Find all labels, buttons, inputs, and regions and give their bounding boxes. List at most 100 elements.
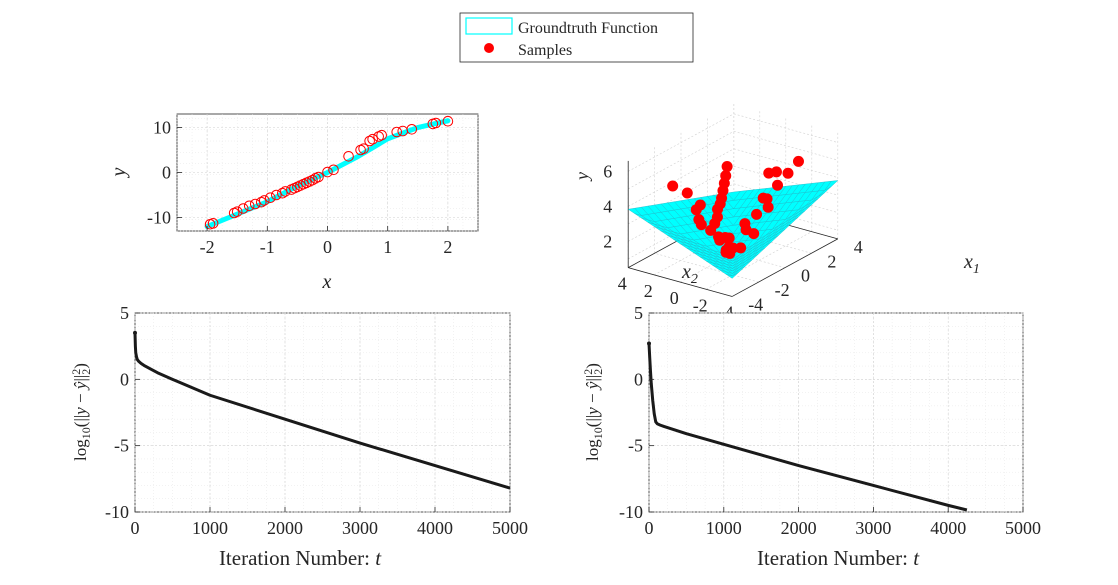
legend-label-groundtruth: Groundtruth Function bbox=[518, 20, 658, 37]
fit-2d-x1tick-label: 0 bbox=[801, 266, 810, 286]
fit-2d-xlabel: x1 bbox=[963, 251, 980, 277]
fit-1d-sample-point bbox=[277, 187, 288, 199]
fit-1d-ylabel: y bbox=[108, 167, 130, 178]
loss-right-ytick-label: -5 bbox=[628, 436, 643, 456]
fit-1d-xlabel: x bbox=[322, 271, 332, 293]
fit-2d-surface bbox=[627, 180, 839, 279]
loss-left-xlabel: Iteration Number: t bbox=[219, 546, 382, 570]
fit-1d-sample-point bbox=[255, 196, 267, 208]
loss-left-xtick-label: 5000 bbox=[492, 518, 528, 538]
fit-2d-sample-point bbox=[735, 242, 747, 254]
loss-left-xlabel-var: t bbox=[375, 546, 382, 570]
fit-2d-grid-z-wall2 bbox=[628, 131, 734, 190]
loss-left-ytick-label: 5 bbox=[120, 303, 129, 323]
fit-2d-x1tick-label: -2 bbox=[775, 280, 790, 300]
loss-right-ytick-label: 5 bbox=[634, 303, 643, 323]
fit-2d-x1tick-label: -4 bbox=[748, 294, 763, 314]
fit-2d-sample-point bbox=[751, 208, 763, 220]
loss-right-ticks: 0 1000 2000 3000 4000 5000 -10 -5 0 5 bbox=[619, 303, 1041, 538]
loss-left-ticks: 0 1000 2000 3000 4000 5000 -10 -5 0 5 bbox=[105, 303, 528, 538]
fit-2d-x2tick-label: 2 bbox=[644, 281, 653, 301]
fit-2d-grid-floor-x2 bbox=[706, 231, 812, 290]
fit-1d-ytick-label: 0 bbox=[162, 163, 171, 183]
fit-2d-sample-point bbox=[782, 167, 794, 179]
fit-1d-sample-point bbox=[328, 164, 339, 176]
fit-2d-sample-point bbox=[727, 242, 739, 254]
fit-1d-sample-point bbox=[430, 117, 442, 129]
loss-right-xlabel-text: Iteration Number: bbox=[757, 546, 908, 570]
loss-right-xtick-label: 5000 bbox=[1005, 518, 1041, 538]
fit-1d-grid bbox=[176, 113, 479, 232]
fit-1d-sample-point bbox=[258, 195, 270, 206]
fit-2d-sample-point bbox=[667, 180, 679, 192]
loss-right-xtick-label: 2000 bbox=[781, 518, 817, 538]
loss-right-ytick-label: 0 bbox=[634, 369, 643, 389]
loss-left-ytick-label: -5 bbox=[114, 436, 129, 456]
fit-2d-sample-point bbox=[721, 161, 733, 173]
loss-right-xtick-label: 1000 bbox=[706, 518, 742, 538]
loss-left-series bbox=[133, 330, 511, 490]
loss-left-grid bbox=[134, 312, 511, 513]
fit-1d-sample-point bbox=[237, 203, 249, 214]
fit-2d-x2tick-label: -2 bbox=[693, 295, 708, 315]
legend-swatch-groundtruth bbox=[465, 17, 513, 35]
loss-right-xlabel-var: t bbox=[913, 546, 920, 570]
loss-right-xlabel: Iteration Number: t bbox=[757, 546, 920, 570]
fit-2d-sample-point bbox=[757, 192, 769, 204]
fit-2d-ztick-label: 6 bbox=[603, 161, 612, 181]
fit-2d-ztick-label: 2 bbox=[603, 231, 612, 251]
loss-right-ylabel: log10(||y − ŷ||22) bbox=[581, 363, 605, 461]
fit-2d-sample-point bbox=[763, 167, 775, 179]
loss-left-xtick-label: 4000 bbox=[417, 518, 453, 538]
fit-1d-sample-point bbox=[322, 166, 333, 178]
fit-2d-sample-point bbox=[792, 155, 804, 167]
fit-1d-sample-point bbox=[406, 124, 418, 135]
fit-2d-sample-point bbox=[695, 219, 707, 231]
fit-2d-surface-patch bbox=[726, 190, 741, 201]
fit-1d-groundtruth bbox=[204, 118, 451, 229]
fit-1d-sample-point bbox=[249, 198, 261, 210]
fit-2d-sample-point bbox=[711, 211, 723, 223]
loss-left-xlabel-text: Iteration Number: bbox=[219, 546, 370, 570]
fit-1d-sample-point bbox=[364, 135, 375, 147]
legend-marker-samples bbox=[484, 43, 494, 53]
loss-left-ytick-label: -10 bbox=[105, 502, 129, 522]
fit-1d-sample-point bbox=[367, 133, 378, 145]
fit-2d-x1tick-label: 2 bbox=[827, 251, 836, 271]
fit-2d-grid-z-wall2 bbox=[628, 148, 734, 207]
fit-2d-grid-z-wall1 bbox=[733, 131, 838, 161]
fit-1d-sample-point bbox=[231, 206, 243, 217]
loss-left-chart: 0 1000 2000 3000 4000 5000 -10 -5 0 5 Iteration N… bbox=[69, 303, 528, 570]
fit-2d-grid-z-wall2 bbox=[628, 113, 734, 172]
fit-2d-zlabel: y bbox=[572, 172, 592, 182]
fit-2d-x2tick-label: 0 bbox=[670, 288, 679, 308]
fit-1d-ytick-label: -10 bbox=[147, 208, 171, 228]
fit-1d-samples bbox=[204, 115, 454, 230]
loss-left-first-point bbox=[133, 330, 137, 335]
fit-1d-sample-point bbox=[243, 200, 255, 212]
loss-right-chart: 0 1000 2000 3000 4000 5000 -10 -5 0 5 Iteration N… bbox=[581, 303, 1041, 570]
loss-right-ytick-label: -10 bbox=[619, 502, 643, 522]
legend-label-samples: Samples bbox=[518, 42, 572, 59]
fit-2d-grid-floor-x1 bbox=[654, 252, 759, 283]
fit-1d-xtick-label: 2 bbox=[443, 237, 452, 257]
fit-1d-sample-point bbox=[265, 192, 276, 203]
fit-1d-xtick-label: -1 bbox=[260, 237, 275, 257]
loss-left-ylabel: log10(||y − ŷ||22) bbox=[69, 363, 93, 461]
loss-left-xtick-label: 0 bbox=[131, 518, 140, 538]
fit-1d-ytick-label: 10 bbox=[153, 118, 171, 138]
fit-2d-sample-point bbox=[720, 170, 732, 182]
fit-2d-sample-point bbox=[690, 204, 702, 216]
fit-1d-sample-point bbox=[343, 151, 354, 162]
fit-2d-grid-z-wall1 bbox=[733, 113, 838, 143]
fit-2d-samples bbox=[667, 155, 804, 259]
loss-left-ytick-label: 0 bbox=[120, 369, 129, 389]
fit-2d-sample-point bbox=[772, 179, 784, 191]
fit-1d-sample-point bbox=[271, 189, 282, 201]
loss-right-series bbox=[647, 341, 968, 512]
fit-1d-sample-point bbox=[307, 174, 318, 186]
loss-left-xtick-label: 3000 bbox=[342, 518, 378, 538]
